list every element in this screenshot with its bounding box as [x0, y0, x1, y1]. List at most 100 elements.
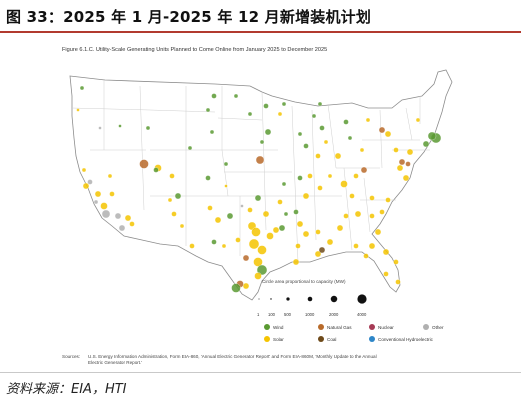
plant-marker-other	[240, 204, 244, 208]
plant-marker-solar	[384, 130, 392, 138]
legend-swatch-natural-gas	[318, 324, 324, 330]
plant-marker-solar	[326, 238, 334, 246]
plant-marker-solar	[179, 223, 185, 229]
plant-marker-wind	[278, 224, 286, 232]
plant-marker-wind	[118, 124, 122, 128]
plant-marker-solar	[365, 117, 371, 123]
plant-marker-natural-gas	[242, 254, 250, 262]
plant-marker-solar	[349, 193, 355, 199]
plant-marker-solar	[224, 184, 228, 188]
plant-marker-wind	[297, 131, 303, 137]
plant-marker-solar	[385, 197, 391, 203]
size-legend-circle	[286, 297, 290, 301]
legend-label-solar: Solar	[273, 337, 284, 342]
plant-marker-other	[118, 224, 126, 232]
plant-marker-solar	[207, 205, 213, 211]
plant-marker-natural-gas	[139, 159, 149, 169]
plant-marker-solar	[295, 243, 301, 249]
bottom-divider	[0, 372, 521, 373]
plant-marker-solar	[359, 147, 365, 153]
plant-marker-solar	[368, 242, 376, 250]
plant-marker-coal	[318, 246, 326, 254]
plant-marker-wind	[293, 209, 299, 215]
plant-marker-wind	[254, 194, 262, 202]
plant-marker-solar	[396, 164, 404, 172]
plant-marker-wind	[153, 167, 159, 173]
us-land	[69, 69, 453, 301]
plant-marker-solar	[235, 237, 241, 243]
plant-marker-solar	[415, 117, 421, 123]
plant-marker-solar	[353, 173, 359, 179]
sources-label: Sources:	[62, 354, 81, 359]
plant-marker-solar	[317, 185, 323, 191]
plant-marker-wind	[256, 264, 268, 276]
plant-marker-solar	[109, 191, 115, 197]
size-legend	[258, 294, 367, 304]
plant-marker-wind	[247, 111, 253, 117]
plant-marker-wind	[209, 129, 215, 135]
plant-marker-wind	[233, 93, 239, 99]
plant-marker-solar	[81, 167, 87, 173]
plant-marker-solar	[214, 216, 222, 224]
plant-marker-natural-gas	[405, 161, 411, 167]
plant-marker-solar	[262, 210, 270, 218]
plant-marker-wind	[343, 119, 349, 125]
size-legend-circle	[258, 298, 260, 300]
plant-marker-solar	[402, 174, 410, 182]
size-label: 100	[268, 312, 275, 317]
plant-marker-solar	[296, 220, 304, 228]
size-legend-circle	[330, 295, 338, 303]
plant-marker-wind	[259, 139, 265, 145]
plant-marker-solar	[340, 180, 348, 188]
legend-swatch-other	[423, 324, 429, 330]
size-label: 1	[257, 312, 260, 317]
size-label: 1000	[305, 312, 315, 317]
plant-marker-solar	[169, 173, 175, 179]
plant-marker-solar	[189, 243, 195, 249]
plant-marker-wind	[283, 211, 289, 217]
plant-marker-wind	[319, 125, 325, 131]
plant-marker-wind	[311, 113, 317, 119]
plant-marker-solar	[266, 232, 274, 240]
plant-marker-solar	[343, 213, 349, 219]
legend-label-coal: Coal	[327, 337, 337, 342]
plant-marker-solar	[383, 271, 389, 277]
plant-marker-solar	[323, 139, 329, 145]
plant-marker-solar	[314, 250, 322, 258]
size-legend-circle	[307, 296, 313, 302]
legend-swatch-conventional-hydroelectric	[369, 336, 375, 342]
plant-marker-solar	[363, 253, 369, 259]
plant-marker-solar	[107, 173, 113, 179]
source-note: 资料来源：EIA，HTI	[6, 382, 127, 397]
plant-marker-other	[114, 212, 122, 220]
plant-marker-natural-gas	[378, 126, 386, 134]
plant-marker-wind	[205, 175, 211, 181]
plant-marker-solar	[76, 108, 80, 112]
size-legend-circle	[270, 298, 272, 300]
plant-marker-wind	[297, 175, 303, 181]
state-borders	[71, 80, 430, 263]
plant-marker-solar	[247, 207, 253, 213]
plant-marker-solar	[129, 221, 135, 227]
plant-marker-solar	[374, 228, 382, 236]
plant-marker-solar	[124, 214, 132, 222]
plant-marker-wind	[145, 125, 151, 131]
power-plant-markers	[76, 85, 442, 293]
plant-marker-wind	[422, 140, 430, 148]
plant-marker-solar	[393, 147, 399, 153]
legend-label-wind: Wind	[273, 325, 284, 330]
plant-marker-solar	[277, 111, 283, 117]
plant-marker-other	[101, 209, 111, 219]
plant-marker-solar	[315, 229, 321, 235]
plant-marker-wind	[281, 101, 287, 107]
size-label: 4000	[357, 312, 367, 317]
plant-marker-natural-gas	[360, 166, 368, 174]
plant-marker-natural-gas	[255, 155, 265, 165]
plant-marker-solar	[100, 202, 108, 210]
size-legend-heading: Circle area proportional to capacity (MW…	[262, 279, 346, 284]
plant-marker-solar	[82, 182, 90, 190]
plant-marker-wind	[317, 101, 323, 107]
plant-marker-solar	[353, 243, 359, 249]
legend-label-nuclear: Nuclear	[378, 325, 394, 330]
